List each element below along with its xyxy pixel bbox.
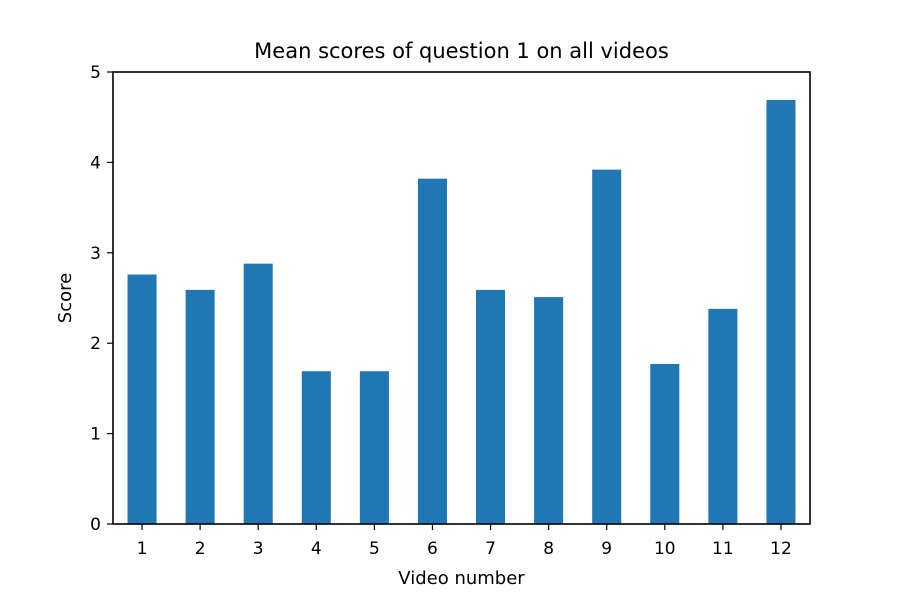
bar-video-10 xyxy=(650,363,680,524)
x-tick-label: 9 xyxy=(601,539,612,559)
bar-video-1 xyxy=(127,274,157,524)
x-tick-label: 1 xyxy=(137,539,148,559)
x-axis-ticks: 1 2 3 4 5 6 7 8 9 10 11 12 xyxy=(137,524,792,559)
y-tick-label: 2 xyxy=(90,334,101,354)
x-tick-label: 6 xyxy=(427,539,438,559)
bar-video-5 xyxy=(359,371,389,524)
x-tick-label: 10 xyxy=(654,539,676,559)
y-tick-label: 4 xyxy=(90,153,101,173)
y-tick-label: 3 xyxy=(90,244,101,264)
y-axis-label: Score xyxy=(55,273,76,323)
y-axis-ticks: 0 1 2 3 4 5 xyxy=(90,63,113,535)
x-tick-label: 5 xyxy=(369,539,380,559)
x-tick-label: 7 xyxy=(485,539,496,559)
y-tick-label: 1 xyxy=(90,425,101,445)
y-tick-label: 5 xyxy=(90,63,101,83)
bar-video-11 xyxy=(708,308,738,524)
x-axis-label: Video number xyxy=(398,568,525,589)
bar-video-7 xyxy=(476,289,506,524)
bar-video-6 xyxy=(417,178,447,524)
bars-layer xyxy=(127,100,796,525)
x-tick-label: 11 xyxy=(712,539,734,559)
x-tick-label: 12 xyxy=(770,539,792,559)
x-tick-label: 4 xyxy=(311,539,322,559)
bar-video-9 xyxy=(592,169,622,524)
bar-video-12 xyxy=(766,100,796,525)
x-tick-label: 8 xyxy=(543,539,554,559)
bar-video-3 xyxy=(243,263,273,524)
y-tick-label: 0 xyxy=(90,515,101,535)
bar-video-2 xyxy=(185,289,215,524)
chart-title: Mean scores of question 1 on all videos xyxy=(254,39,669,63)
x-tick-label: 3 xyxy=(253,539,264,559)
bar-video-8 xyxy=(534,297,564,524)
plot-frame xyxy=(112,71,811,525)
bar-video-4 xyxy=(301,371,331,524)
x-tick-label: 2 xyxy=(195,539,206,559)
